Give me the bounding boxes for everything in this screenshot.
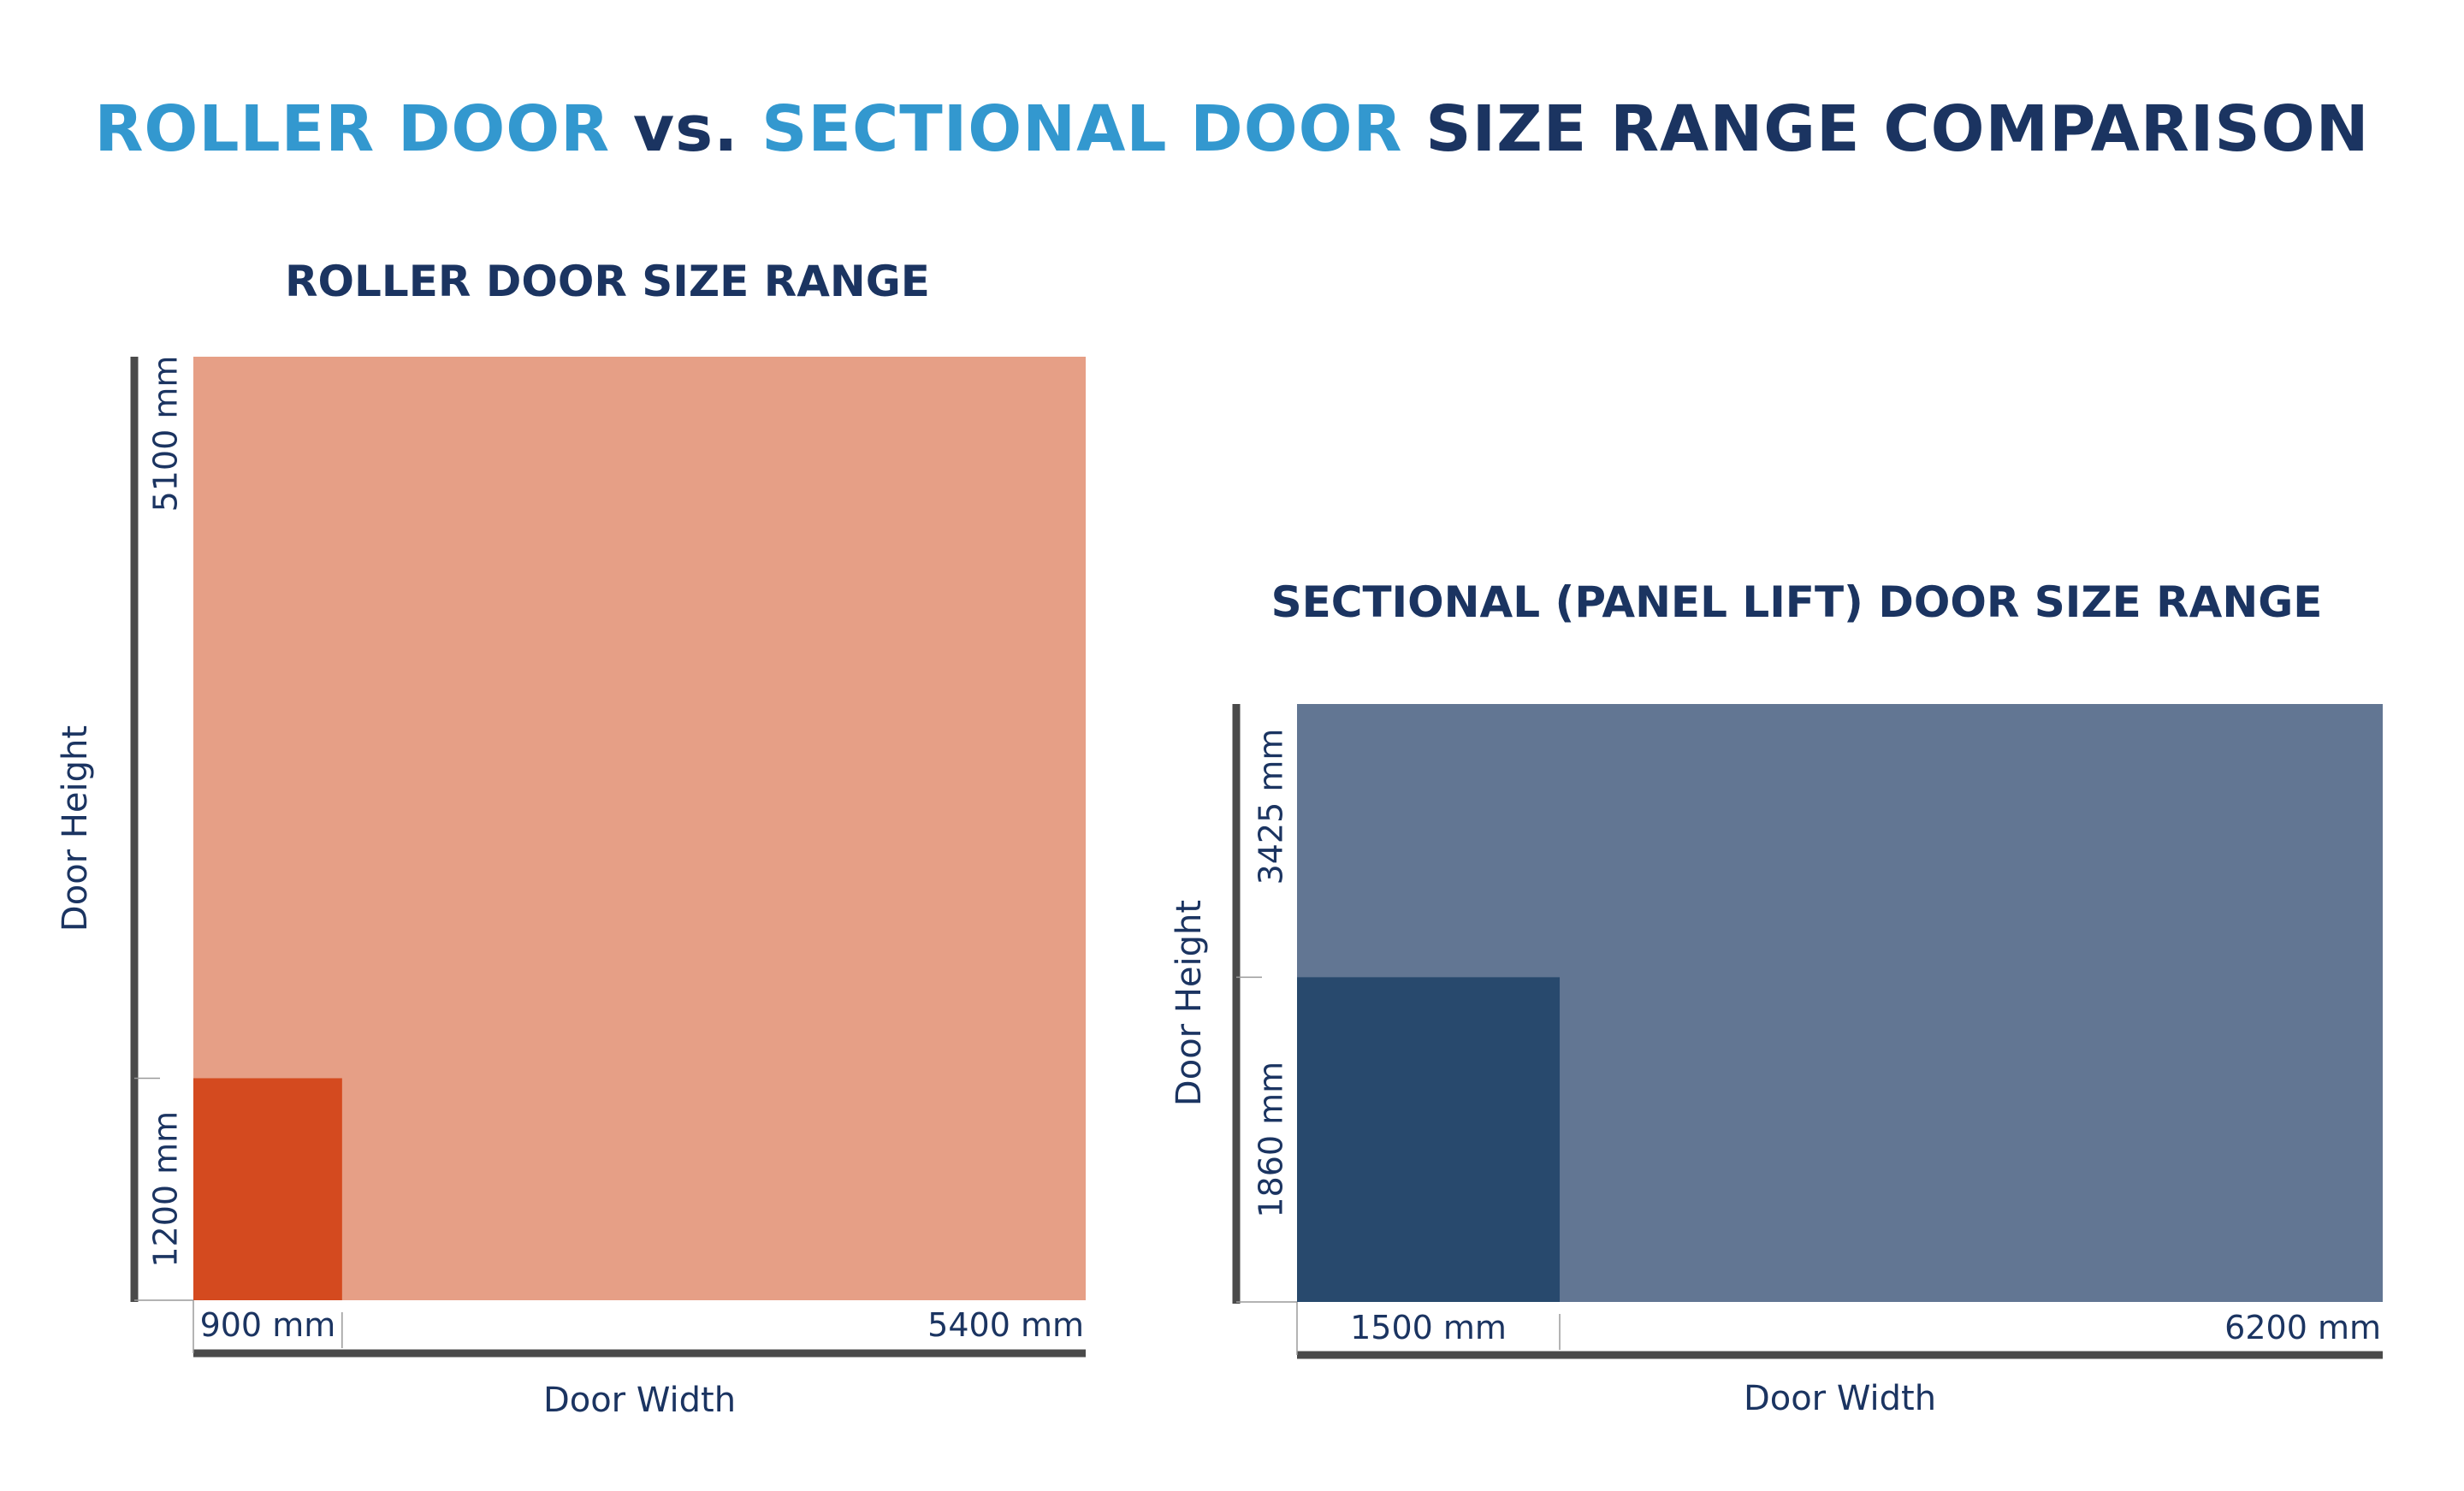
- sectional-height-min-label: 1860 mm: [1253, 1062, 1290, 1218]
- roller-width-min-label: 900 mm: [200, 1306, 336, 1344]
- sectional-chart-title: SECTIONAL (PANEL LIFT) DOOR SIZE RANGE: [1270, 577, 2323, 627]
- main-title: ROLLER DOOR vs. SECTIONAL DOOR SIZE RANG…: [0, 92, 2464, 166]
- main-title-vs: vs.: [610, 92, 762, 166]
- sectional-width-min-label: 1500 mm: [1350, 1309, 1507, 1346]
- sectional-ylabel: Door Height: [1170, 900, 1209, 1106]
- main-title-rest: SIZE RANGE COMPARISON: [1402, 92, 2370, 166]
- sectional-min-size-rect: [1297, 977, 1561, 1302]
- roller-chart-title: ROLLER DOOR SIZE RANGE: [285, 257, 930, 306]
- main-title-sectional: SECTIONAL DOOR: [761, 92, 1403, 166]
- roller-xlabel: Door Width: [543, 1381, 736, 1420]
- sectional-xlabel: Door Width: [1744, 1379, 1936, 1418]
- roller-min-size-rect: [193, 1078, 342, 1300]
- sectional-height-max-label: 3425 mm: [1253, 729, 1290, 885]
- roller-ylabel: Door Height: [56, 725, 95, 932]
- roller-width-max-label: 5400 mm: [927, 1306, 1084, 1344]
- main-title-roller: ROLLER DOOR: [94, 92, 611, 166]
- roller-max-size-rect: [193, 357, 1086, 1300]
- roller-height-max-label: 5100 mm: [147, 356, 185, 512]
- roller-height-min-label: 1200 mm: [147, 1111, 185, 1268]
- sectional-width-max-label: 6200 mm: [2224, 1309, 2381, 1346]
